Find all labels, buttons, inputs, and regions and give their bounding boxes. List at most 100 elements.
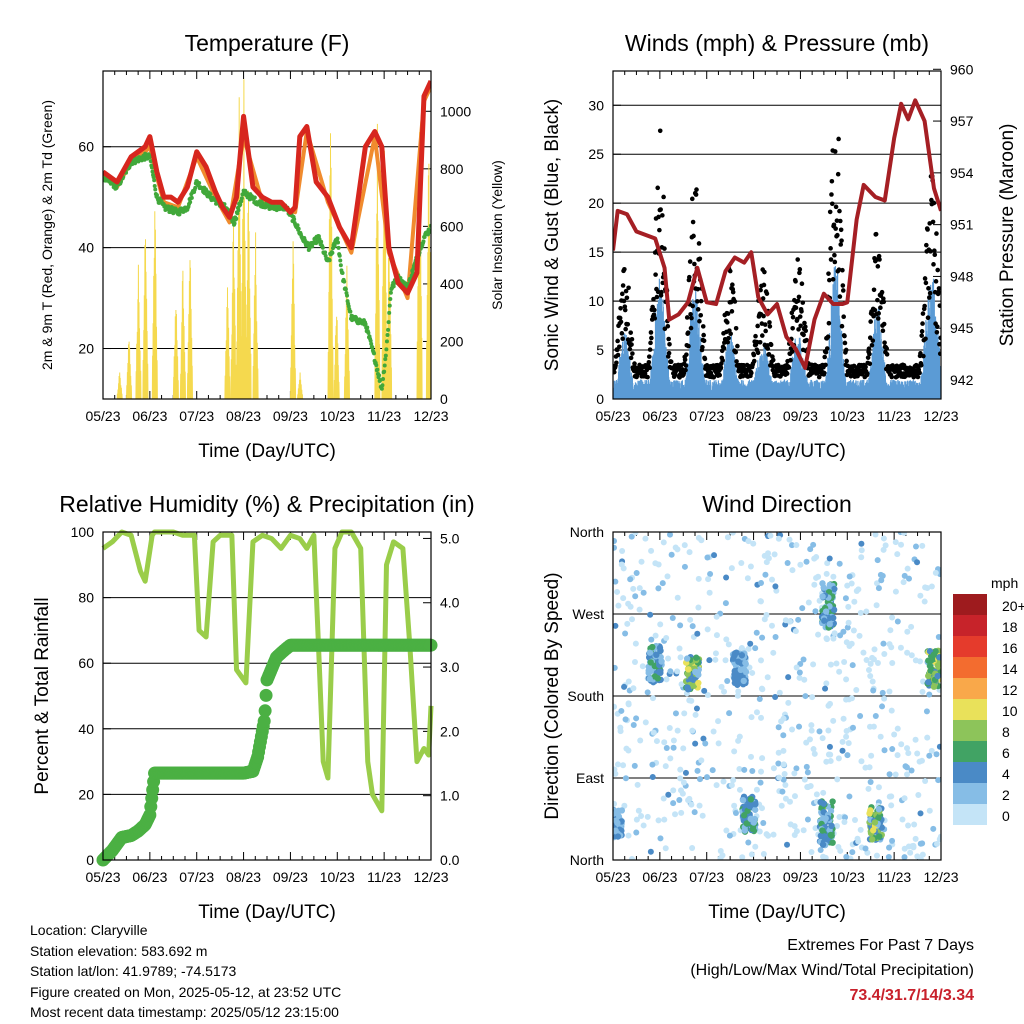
gust-point: [622, 267, 627, 272]
direction-point: [849, 662, 856, 669]
direction-point: [839, 738, 846, 745]
gust-point: [687, 274, 692, 280]
direction-point: [914, 853, 921, 860]
direction-point: [710, 728, 717, 735]
gust-point: [925, 227, 930, 232]
direction-point: [772, 583, 779, 590]
direction-point: [619, 547, 626, 554]
direction-point: [914, 750, 921, 757]
y2-tick-label: 1000: [440, 103, 471, 119]
direction-point: [933, 840, 940, 847]
gust-point: [866, 346, 872, 352]
gust-point: [786, 365, 792, 370]
direction-point: [633, 816, 640, 823]
direction-point: [745, 839, 752, 846]
direction-point: [761, 616, 768, 623]
dewpoint-point: [323, 250, 328, 255]
gust-point: [884, 346, 889, 351]
direction-point: [625, 701, 632, 708]
gust-point: [767, 320, 772, 325]
direction-point: [706, 657, 713, 664]
direction-point: [786, 798, 793, 805]
direction-point: [681, 563, 688, 570]
direction-point: [752, 843, 759, 850]
direction-point: [613, 703, 618, 710]
direction-point: [638, 558, 645, 565]
direction-point: [731, 748, 738, 755]
direction-point: [622, 775, 629, 782]
direction-point: [690, 676, 697, 683]
gust-point: [695, 286, 701, 292]
direction-point: [844, 752, 851, 759]
dewpoint-point: [391, 284, 396, 289]
x-tick-label: 09/23: [783, 869, 818, 885]
gust-point: [829, 192, 834, 197]
y-tick-label: West: [572, 606, 604, 622]
direction-point: [606, 826, 612, 832]
gust-point: [732, 299, 738, 304]
direction-point: [765, 550, 772, 557]
direction-point: [712, 650, 719, 657]
direction-point: [691, 809, 698, 816]
gust-point: [836, 136, 841, 142]
direction-point: [833, 823, 840, 830]
y2-tick-label: 5.0: [440, 530, 460, 546]
direction-point: [933, 751, 940, 758]
direction-point: [606, 819, 612, 825]
direction-point: [789, 726, 796, 733]
gust-point: [876, 253, 882, 259]
gust-point: [924, 242, 929, 248]
direction-point: [661, 816, 668, 823]
direction-point: [642, 719, 649, 726]
gust-point: [867, 351, 872, 357]
direction-point: [730, 655, 737, 662]
dewpoint-point: [337, 253, 342, 258]
direction-point: [877, 733, 884, 740]
gust-point: [835, 171, 841, 177]
direction-point: [780, 776, 787, 783]
gust-point: [725, 311, 731, 316]
direction-point: [882, 542, 889, 549]
gust-point: [751, 358, 757, 364]
y-tick-label: North: [570, 852, 604, 868]
direction-point: [919, 542, 926, 549]
direction-point: [908, 767, 915, 774]
dewpoint-point: [154, 193, 159, 198]
gust-point: [653, 272, 658, 277]
extremes-subtitle: (High/Low/Max Wind/Total Precipitation): [690, 962, 974, 979]
direction-point: [749, 768, 756, 775]
dewpoint-point: [387, 303, 392, 308]
x-axis-label: Time (Day/UTC): [708, 902, 846, 923]
direction-point: [934, 672, 941, 680]
dewpoint-point: [374, 363, 379, 368]
plot-area: [96, 529, 438, 867]
gust-point: [796, 327, 801, 332]
direction-point: [833, 660, 840, 667]
direction-point: [723, 827, 730, 834]
direction-point: [830, 717, 837, 724]
x-tick-label: 11/23: [367, 408, 401, 424]
direction-point: [740, 677, 747, 685]
direction-point: [813, 574, 820, 581]
direction-point: [873, 580, 880, 587]
direction-point: [706, 589, 713, 596]
gust-point: [934, 324, 940, 329]
direction-point: [922, 777, 929, 784]
direction-point: [877, 571, 884, 578]
direction-point: [803, 739, 810, 746]
direction-point: [749, 825, 757, 833]
y-tick-label: 5: [596, 342, 604, 358]
dewpoint-point: [236, 208, 241, 213]
direction-point: [856, 632, 863, 639]
direction-point: [779, 788, 786, 795]
direction-point: [640, 589, 647, 596]
direction-point: [689, 845, 696, 852]
direction-point: [719, 852, 726, 859]
dewpoint-point: [365, 325, 370, 330]
direction-point: [899, 816, 906, 823]
gust-point: [801, 332, 806, 338]
gust-point: [804, 337, 809, 343]
direction-point: [872, 712, 879, 719]
direction-point: [858, 758, 865, 765]
direction-point: [749, 669, 756, 676]
